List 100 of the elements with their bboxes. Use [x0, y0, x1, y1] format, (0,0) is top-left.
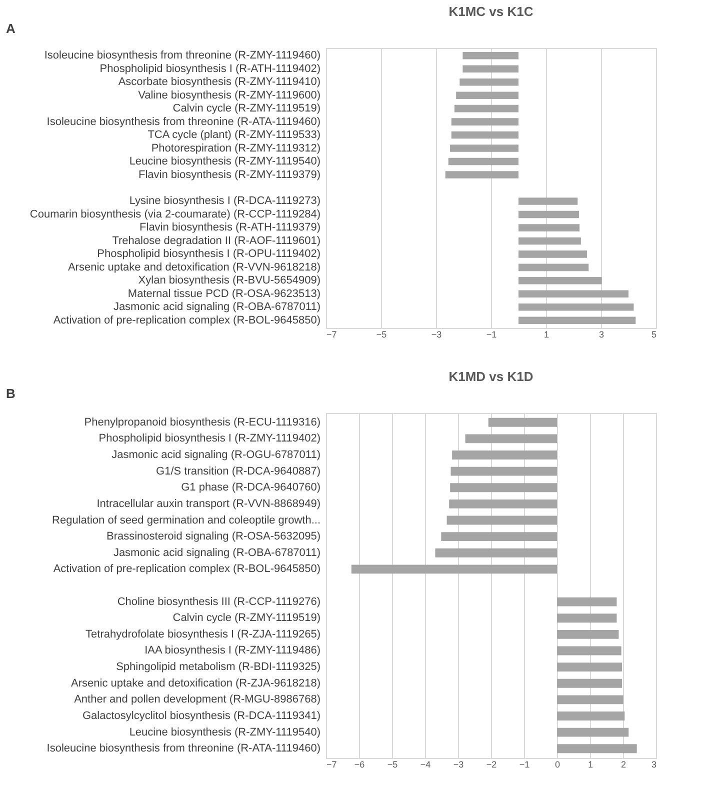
bar — [557, 662, 622, 672]
y-tick-label: G1 phase (R-DCA-9640760) — [181, 482, 320, 494]
bar — [557, 744, 637, 754]
x-tick-label: −5 — [387, 760, 398, 770]
bar — [557, 712, 625, 720]
bar — [557, 614, 617, 623]
y-tick-label: Isoleucine biosynthesis from threonine (R-ATA-1119460) — [46, 116, 320, 128]
x-tick-label: −4 — [420, 760, 431, 770]
chart-title: K1MC vs K1C — [448, 4, 534, 19]
y-tick-label: Activation of pre-replication complex (R-BOL-9645850) — [53, 563, 320, 576]
y-tick-label: Galactosylcyclitol biosynthesis (R-DCA-1119341) — [82, 710, 320, 722]
y-tick-label: Leucine biosynthesis (R-ZMY-1119540) — [129, 726, 320, 738]
y-tick-label: Jasmonic acid signaling (R-OBA-6787011) — [113, 301, 320, 314]
y-tick-label: Jasmonic acid signaling (R-OGU-6787011) — [112, 449, 320, 462]
bar — [462, 65, 518, 72]
bar — [518, 290, 628, 298]
bar — [450, 483, 557, 492]
x-tick-label: −3 — [453, 760, 464, 770]
y-tick-label: Calvin cycle (R-ZMY-1119519) — [172, 612, 320, 624]
bar — [488, 418, 557, 427]
x-tick-label: 3 — [598, 330, 604, 340]
y-tick-label: Leucine biosynthesis (R-ZMY-1119540) — [129, 156, 320, 168]
bar — [448, 158, 518, 166]
chart-title: K1MD vs K1D — [448, 369, 534, 384]
bar — [557, 695, 624, 704]
bar — [450, 144, 518, 152]
bar — [454, 104, 518, 112]
y-tick-label: Maternal tissue PCD (R-OSA-9623513) — [128, 288, 320, 300]
y-tick-label: Flavin biosynthesis (R-ATH-1119379) — [140, 222, 320, 234]
x-tick-label: −1 — [486, 330, 497, 340]
y-tick-label: Intracellular auxin transport (R-VVN-8868949) — [96, 498, 320, 510]
bar — [518, 210, 579, 218]
bar — [518, 277, 602, 284]
bar — [462, 52, 518, 60]
y-tick-label: Flavin biosynthesis (R-ZMY-1119379) — [138, 168, 320, 181]
bar — [451, 131, 518, 139]
bar — [518, 316, 636, 324]
bar — [557, 646, 622, 656]
bar — [518, 250, 587, 258]
y-tick-label: Sphingolipid metabolism (R-BDI-1119325) — [116, 661, 320, 674]
bar — [557, 597, 617, 606]
bar — [518, 224, 580, 232]
bar — [452, 450, 557, 460]
bar — [518, 237, 581, 245]
x-tick-label: 2 — [620, 760, 626, 770]
x-tick-label: −7 — [326, 760, 337, 770]
y-tick-label: Valine biosynthesis (R-ZMY-1119600) — [138, 89, 320, 102]
bar — [557, 678, 622, 688]
y-tick-label: Lysine biosynthesis I (R-DCA-1119273) — [129, 195, 320, 208]
bar — [460, 78, 518, 86]
y-tick-label: Xylan biosynthesis (R-BVU-5654909) — [138, 274, 320, 287]
y-tick-label: Arsenic uptake and detoxification (R-ZJA-9618218) — [71, 677, 320, 690]
y-tick-label: Photorespiration (R-ZMY-1119312) — [151, 142, 320, 154]
text: A — [6, 21, 16, 36]
bar — [518, 198, 578, 205]
x-tick-label: 5 — [651, 330, 656, 340]
y-tick-label: Jasmonic acid signaling (R-OBA-6787011) — [113, 546, 320, 559]
bar — [518, 264, 589, 272]
y-tick-label: Activation of pre-replication complex (R-BOL-9645850) — [53, 314, 320, 326]
bar — [441, 532, 557, 542]
bar — [451, 118, 518, 126]
y-tick-label: Tetrahydrofolate biosynthesis I (R-ZJA-1119265) — [86, 628, 320, 640]
bar — [445, 171, 518, 178]
x-tick-label: −5 — [376, 330, 387, 340]
y-tick-label: Choline biosynthesis III (R-CCP-1119276) — [117, 596, 320, 608]
y-tick-label: Ascorbate biosynthesis (R-ZMY-1119410) — [118, 76, 320, 88]
bar — [557, 630, 619, 639]
y-tick-label: Isoleucine biosynthesis from threonine (R-ZMY-1119460) — [44, 50, 320, 62]
bar — [465, 434, 557, 444]
y-tick-label: Phospholipid biosynthesis I (R-OPU-1119402) — [97, 248, 320, 260]
y-tick-label: Phospholipid biosynthesis I (R-ATH-1119402) — [100, 62, 320, 75]
y-tick-label: IAA biosynthesis I (R-ZMY-1119486) — [144, 644, 320, 657]
x-tick-label: −2 — [486, 760, 497, 770]
y-tick-label: Trehalose degradation II (R-AOF-1119601) — [112, 234, 320, 247]
bar — [456, 92, 518, 99]
bar — [518, 304, 634, 311]
y-tick-label: Phospholipid biosynthesis I (R-ZMY-1119402) — [98, 432, 320, 445]
bar — [449, 499, 557, 508]
y-tick-label: Isoleucine biosynthesis from threonine (R-ATA-1119460) — [46, 742, 320, 755]
bar — [450, 466, 557, 476]
x-tick-label: −7 — [326, 330, 337, 340]
x-tick-label: −1 — [519, 760, 530, 770]
bar — [557, 728, 629, 737]
bar — [435, 548, 557, 558]
x-tick-label: 3 — [651, 760, 656, 770]
x-tick-label: 1 — [544, 330, 550, 340]
y-tick-label: G1/S transition (R-DCA-9640887) — [156, 465, 320, 478]
y-tick-label: Anther and pollen development (R-MGU-8986768) — [74, 694, 320, 706]
y-tick-label: Calvin cycle (R-ZMY-1119519) — [172, 102, 320, 115]
bar — [351, 564, 557, 574]
y-tick-label: Brassinosteroid signaling (R-OSA-5632095) — [106, 530, 320, 543]
y-tick-label: Arsenic uptake and detoxification (R-VVN-9618218) — [68, 261, 320, 274]
x-tick-label: 1 — [588, 760, 594, 770]
y-tick-label: Regulation of seed germination and coleoptile growth... — [52, 514, 320, 526]
y-tick-label: TCA cycle (plant) (R-ZMY-1119533) — [148, 129, 320, 142]
y-tick-label: Phenylpropanoid biosynthesis (R-ECU-1119316) — [84, 416, 320, 428]
y-tick-label: Coumarin biosynthesis (via 2-coumarate) (R-CCP-1119284) — [30, 208, 320, 220]
x-tick-label: −6 — [354, 760, 365, 770]
x-tick-label: 0 — [554, 760, 560, 770]
text: B — [6, 386, 16, 401]
